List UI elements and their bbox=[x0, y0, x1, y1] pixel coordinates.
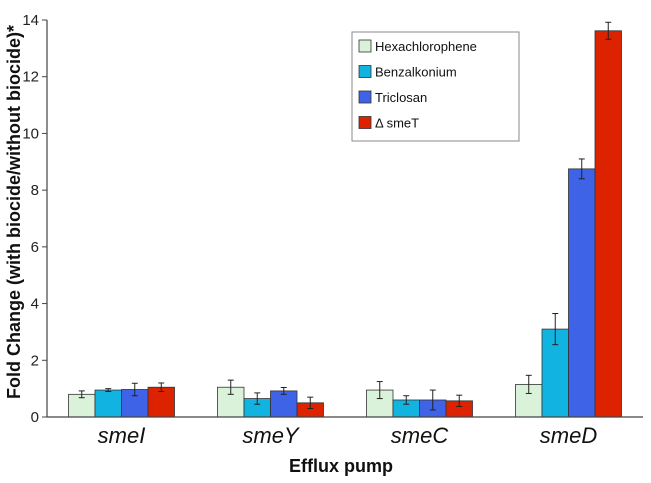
legend-swatch bbox=[358, 116, 372, 129]
legend-swatch bbox=[358, 39, 372, 53]
bar-smeD-2 bbox=[568, 168, 596, 418]
y-tick-label: 8 bbox=[31, 182, 39, 199]
legend-label: Hexachlorophene bbox=[375, 39, 477, 54]
y-axis-ticks: 0 2 4 6 8 10 12 14 bbox=[22, 12, 47, 426]
bar-smeI-1 bbox=[94, 389, 122, 418]
bars bbox=[68, 30, 622, 418]
x-axis-title: Efflux pump bbox=[289, 456, 393, 476]
y-tick-label: 0 bbox=[31, 409, 39, 426]
x-axis-categories: smeI smeY smeC smeD bbox=[98, 423, 598, 448]
y-tick-label: 10 bbox=[22, 125, 39, 142]
y-axis-title: Fold Change (with biocide/without biocid… bbox=[4, 25, 24, 399]
bar-smeY-2 bbox=[270, 390, 298, 418]
legend-label: Benzalkonium bbox=[375, 65, 457, 80]
x-category-label: smeC bbox=[391, 423, 449, 448]
x-category-label: smeY bbox=[242, 423, 300, 448]
y-tick-label: 6 bbox=[31, 239, 39, 256]
x-category-label: smeI bbox=[98, 423, 146, 448]
y-tick-label: 4 bbox=[31, 296, 39, 313]
legend-label: Δ smeT bbox=[375, 116, 419, 131]
legend: Hexachlorophene Benzalkonium Triclosan Δ sm… bbox=[351, 31, 520, 142]
bar-smeD-3 bbox=[594, 30, 622, 418]
y-tick-label: 14 bbox=[22, 12, 39, 29]
legend-swatch bbox=[358, 90, 372, 104]
legend-swatch bbox=[358, 65, 372, 78]
bar-smeI-3 bbox=[147, 386, 175, 418]
legend-box bbox=[351, 31, 520, 142]
y-tick-label: 12 bbox=[22, 69, 39, 86]
y-tick-label: 2 bbox=[31, 352, 39, 369]
error-bars bbox=[78, 21, 612, 411]
x-category-label: smeD bbox=[540, 423, 598, 448]
legend-label: Triclosan bbox=[375, 90, 427, 105]
